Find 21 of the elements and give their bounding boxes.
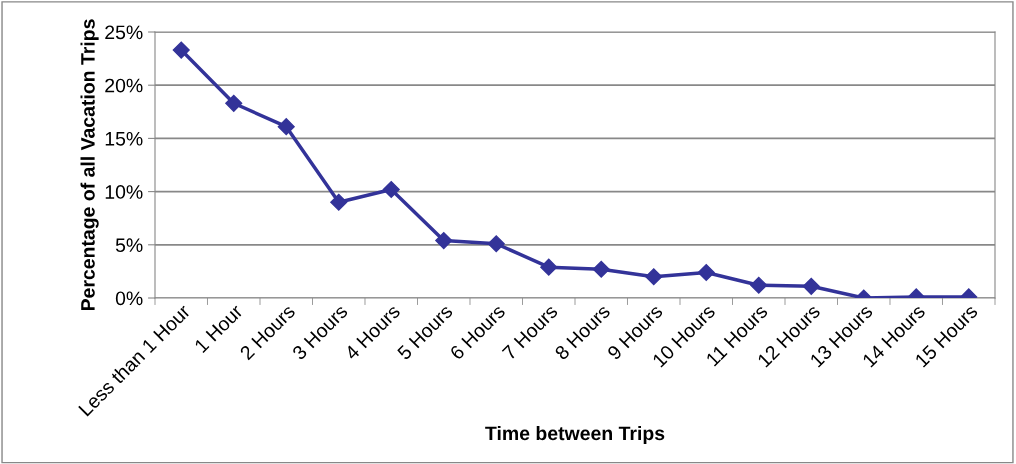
point — [645, 268, 663, 286]
y-tick-label: 5% — [115, 238, 143, 253]
point — [172, 41, 190, 59]
point — [487, 235, 505, 253]
y-tick-label: 15% — [105, 131, 143, 146]
point — [750, 276, 768, 294]
y-tick-label: 25% — [105, 25, 143, 40]
point — [802, 277, 820, 295]
x-axis-title: Time between Trips — [485, 425, 665, 445]
y-axis-title: Percentage of all Vacation Trips — [80, 19, 99, 311]
point — [330, 193, 348, 211]
point — [277, 118, 295, 136]
point — [540, 258, 558, 276]
y-tick-label: 20% — [105, 78, 143, 93]
point — [435, 231, 453, 250]
y-tick-label: 10% — [105, 185, 143, 199]
point — [225, 94, 243, 112]
point — [697, 263, 715, 282]
point — [592, 260, 610, 278]
y-tick-label: 0% — [115, 291, 143, 306]
point — [382, 180, 400, 199]
